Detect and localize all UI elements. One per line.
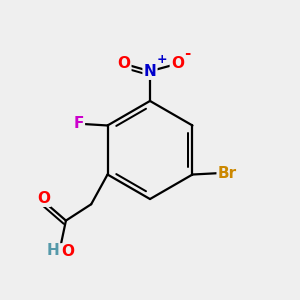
Text: F: F: [74, 116, 84, 131]
Text: Br: Br: [218, 166, 237, 181]
Text: +: +: [157, 53, 167, 66]
Text: O: O: [171, 56, 184, 71]
Text: N: N: [144, 64, 156, 79]
Text: O: O: [117, 56, 130, 71]
Text: O: O: [61, 244, 74, 259]
Text: O: O: [37, 191, 50, 206]
Text: H: H: [46, 243, 59, 258]
Text: -: -: [184, 46, 190, 62]
